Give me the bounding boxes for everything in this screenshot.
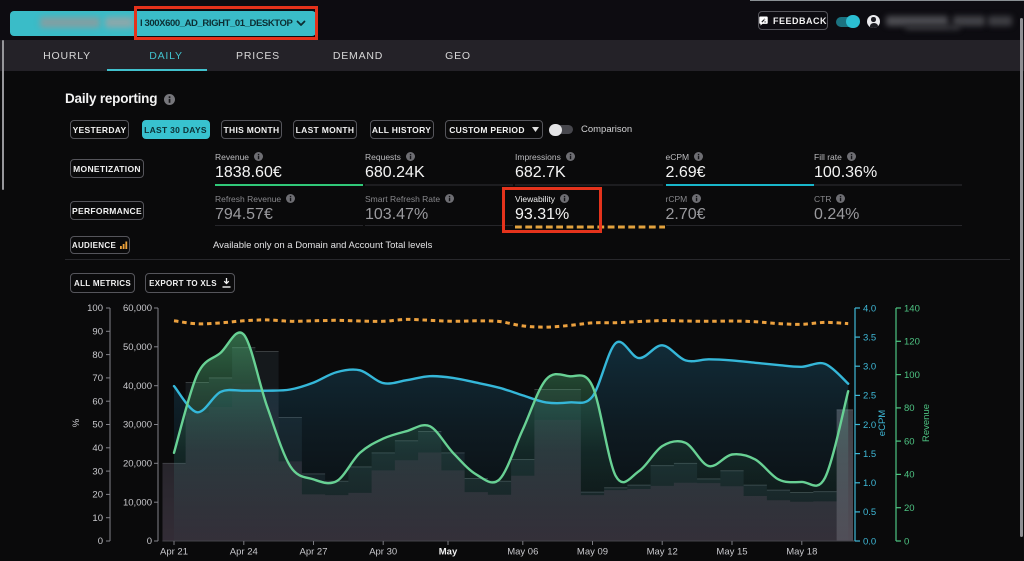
svg-text:50: 50 xyxy=(92,420,103,431)
svg-text:1.0: 1.0 xyxy=(863,478,876,489)
svg-text:4.0: 4.0 xyxy=(863,303,876,314)
svg-text:0.5: 0.5 xyxy=(863,507,876,518)
svg-text:20,000: 20,000 xyxy=(123,459,152,470)
svg-text:80: 80 xyxy=(92,350,103,361)
svg-text:Apr 27: Apr 27 xyxy=(300,547,328,558)
svg-text:0: 0 xyxy=(147,536,152,547)
svg-text:0: 0 xyxy=(98,536,103,547)
svg-text:May 15: May 15 xyxy=(716,547,747,558)
svg-text:90: 90 xyxy=(92,327,103,338)
svg-text:%: % xyxy=(71,418,82,427)
svg-text:40: 40 xyxy=(904,470,915,481)
svg-text:May 06: May 06 xyxy=(507,547,538,558)
svg-text:2.5: 2.5 xyxy=(863,391,876,402)
svg-text:60: 60 xyxy=(92,396,103,407)
svg-text:50,000: 50,000 xyxy=(123,342,152,353)
svg-text:Apr 30: Apr 30 xyxy=(369,547,397,558)
svg-text:Apr 21: Apr 21 xyxy=(160,547,188,558)
svg-text:1.5: 1.5 xyxy=(863,449,876,460)
svg-text:30: 30 xyxy=(92,466,103,477)
svg-text:70: 70 xyxy=(92,373,103,384)
svg-text:0: 0 xyxy=(904,536,909,547)
svg-text:Apr 24: Apr 24 xyxy=(230,547,258,558)
svg-text:30,000: 30,000 xyxy=(123,420,152,431)
svg-text:40: 40 xyxy=(92,443,103,454)
svg-text:140: 140 xyxy=(904,303,920,314)
svg-text:120: 120 xyxy=(904,337,920,348)
svg-text:100: 100 xyxy=(87,303,103,314)
svg-text:40,000: 40,000 xyxy=(123,381,152,392)
svg-text:60,000: 60,000 xyxy=(123,303,152,314)
svg-text:May 09: May 09 xyxy=(577,547,608,558)
svg-text:3.5: 3.5 xyxy=(863,332,876,343)
svg-text:80: 80 xyxy=(904,403,915,414)
svg-text:100: 100 xyxy=(904,370,920,381)
svg-text:0.0: 0.0 xyxy=(863,536,876,547)
svg-text:10,000: 10,000 xyxy=(123,497,152,508)
svg-text:60: 60 xyxy=(904,436,915,447)
svg-text:10: 10 xyxy=(92,513,103,524)
svg-text:Revenue: Revenue xyxy=(921,404,932,442)
svg-text:20: 20 xyxy=(904,503,915,514)
svg-text:3.0: 3.0 xyxy=(863,362,876,373)
svg-text:May 12: May 12 xyxy=(647,547,678,558)
svg-text:2.0: 2.0 xyxy=(863,420,876,431)
svg-text:eCPM: eCPM xyxy=(877,410,888,436)
svg-text:May: May xyxy=(439,547,458,558)
svg-text:May 18: May 18 xyxy=(786,547,817,558)
svg-text:20: 20 xyxy=(92,490,103,501)
